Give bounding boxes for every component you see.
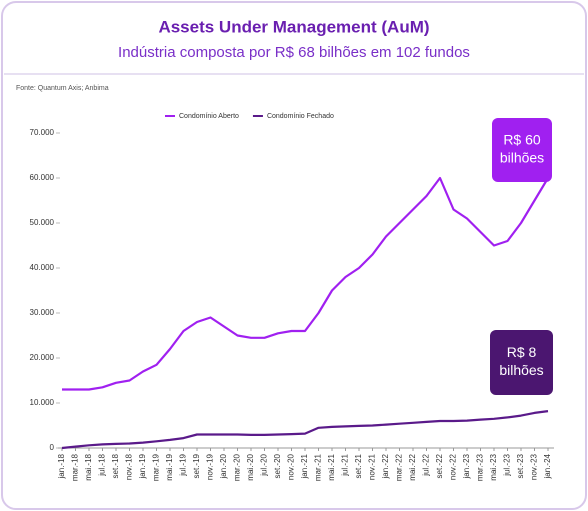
- y-tick-label: 0: [50, 443, 55, 452]
- x-tick-label: nov.-20: [287, 453, 296, 480]
- x-tick-label: nov.-23: [530, 453, 539, 480]
- x-tick-label: jan.-18: [57, 453, 66, 479]
- x-tick-label: jul.-19: [179, 453, 188, 476]
- x-tick-label: mar.-20: [233, 453, 242, 481]
- chart-subtitle: Indústria composta por R$ 68 bilhões em …: [118, 44, 470, 61]
- x-tick-label: jan.-22: [381, 453, 390, 479]
- x-tick-label: mai.-20: [246, 453, 255, 480]
- x-tick-label: mai.-19: [165, 453, 174, 480]
- annotation-text: bilhões: [500, 150, 544, 166]
- legend-label: Condomínio Fechado: [267, 113, 334, 120]
- x-tick-label: mai.-23: [489, 453, 498, 480]
- x-tick-label: mai.-21: [327, 453, 336, 480]
- x-tick-label: mar.-18: [71, 453, 80, 481]
- x-tick-label: jul.-22: [422, 453, 431, 476]
- x-tick-label: jul.-21: [341, 453, 350, 476]
- x-tick-label: mai.-18: [84, 453, 93, 480]
- annotation-box: [492, 118, 552, 182]
- y-tick-label: 50.000: [30, 218, 55, 227]
- x-tick-label: mai.-22: [408, 453, 417, 480]
- x-tick-label: set.-18: [111, 453, 120, 478]
- annotation-text: bilhões: [499, 362, 543, 378]
- x-tick-label: nov.-21: [368, 453, 377, 480]
- chart-title: Assets Under Management (AuM): [158, 17, 429, 36]
- x-tick-label: nov.-22: [449, 453, 458, 480]
- series-line: [61, 410, 549, 450]
- x-tick-label: nov.-18: [125, 453, 134, 480]
- annotation-text: R$ 8: [507, 344, 537, 360]
- x-tick-label: mar.-23: [476, 453, 485, 481]
- x-tick-label: jan.-23: [462, 453, 471, 479]
- x-tick-label: nov.-19: [206, 453, 215, 480]
- annotation-text: R$ 60: [503, 132, 541, 148]
- x-tick-label: jan.-21: [300, 453, 309, 479]
- y-tick-label: 40.000: [30, 263, 55, 272]
- x-tick-label: set.-19: [192, 453, 201, 478]
- series-line: [62, 176, 549, 391]
- x-tick-label: jul.-23: [503, 453, 512, 476]
- x-tick-label: mar.-22: [395, 453, 404, 481]
- x-tick-label: jan.-24: [543, 453, 552, 479]
- x-tick-label: set.-20: [273, 453, 282, 478]
- x-tick-label: jan.-19: [138, 453, 147, 479]
- x-tick-label: mar.-21: [314, 453, 323, 481]
- x-tick-label: mar.-19: [152, 453, 161, 481]
- y-tick-label: 20.000: [30, 353, 55, 362]
- x-tick-label: jul.-20: [260, 453, 269, 476]
- x-tick-label: set.-21: [354, 453, 363, 478]
- y-tick-label: 70.000: [30, 128, 55, 137]
- y-tick-label: 10.000: [30, 398, 55, 407]
- y-tick-label: 60.000: [30, 173, 55, 182]
- y-tick-label: 30.000: [30, 308, 55, 317]
- x-tick-label: jul.-18: [98, 453, 107, 476]
- annotation-box: [490, 330, 553, 395]
- legend-label: Condomínio Aberto: [179, 113, 239, 120]
- x-tick-label: jan.-20: [219, 453, 228, 479]
- source: Fonte: Quantum Axis; Anbima: [16, 85, 109, 92]
- x-tick-label: set.-22: [435, 453, 444, 478]
- x-tick-label: set.-23: [516, 453, 525, 478]
